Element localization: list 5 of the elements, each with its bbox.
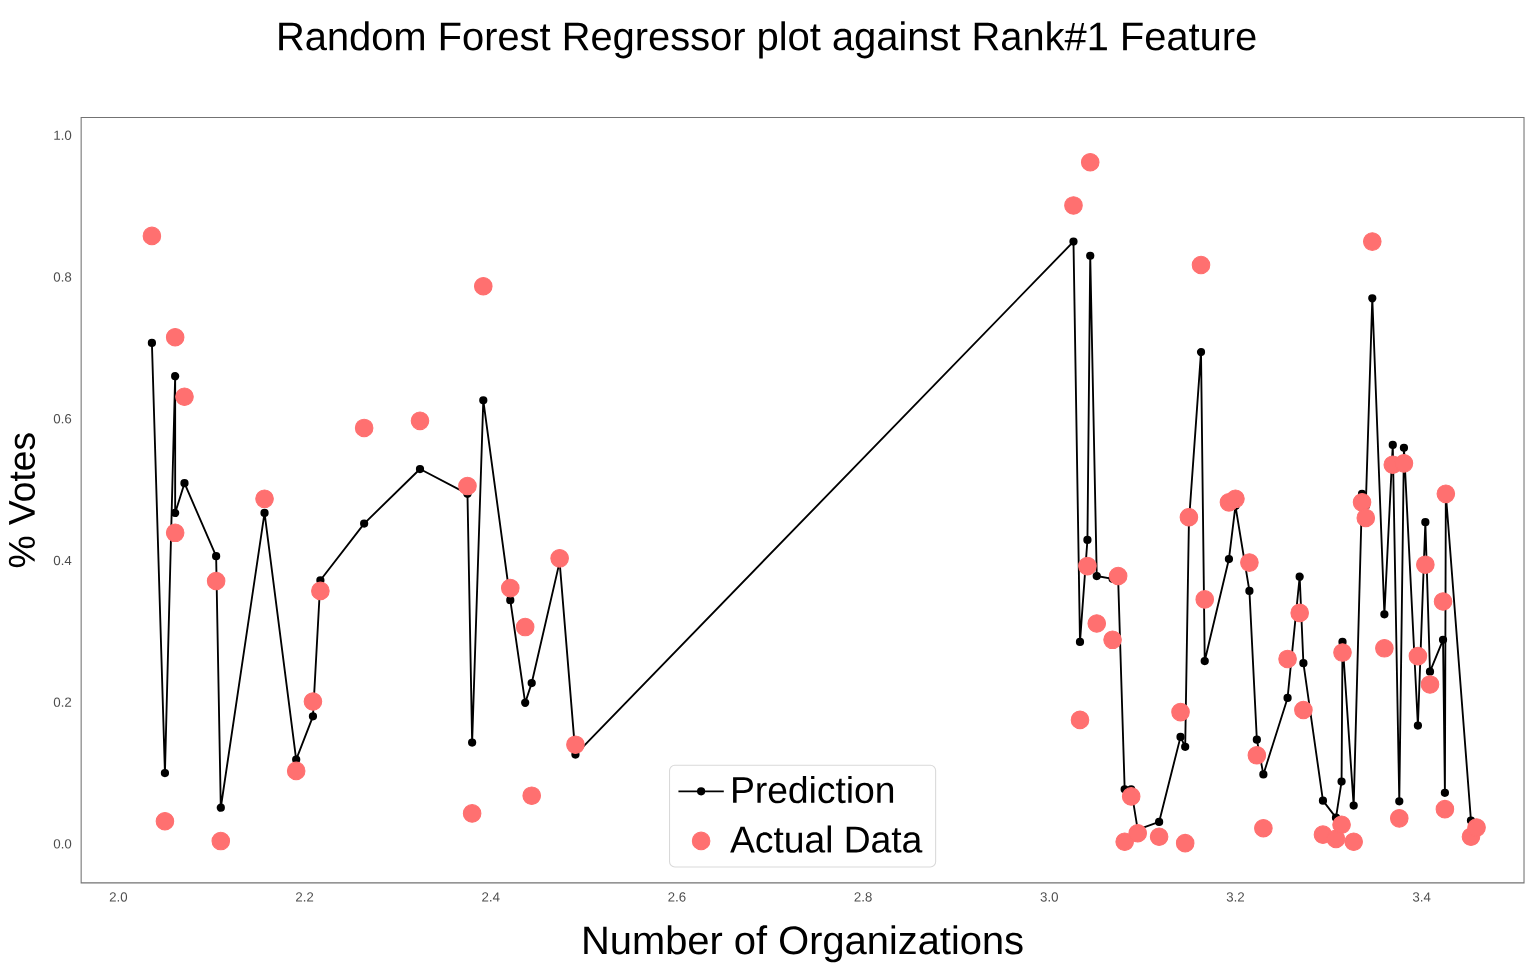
chart-title: Random Forest Regressor plot against Rank#1 Feature <box>279 21 1256 59</box>
x-axis-title: Number of Organizations <box>584 925 1023 963</box>
legend-label: Actual Data <box>730 825 923 854</box>
y-axis-title: % Votes <box>8 433 36 568</box>
legend-label: Prediction <box>733 776 894 804</box>
